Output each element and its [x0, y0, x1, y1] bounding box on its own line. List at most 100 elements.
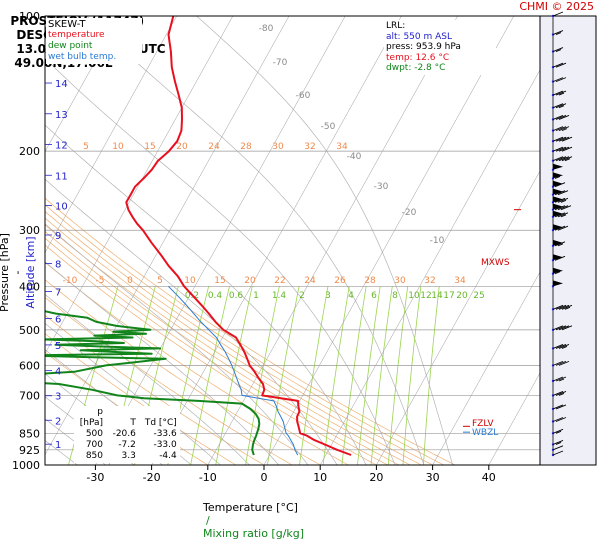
mixing-ratio-line [267, 286, 300, 465]
wind-barb-flag [561, 156, 573, 162]
x-axis-label-mixing: Mixing ratio [g/kg] [203, 527, 305, 540]
wind-barb-flag [555, 376, 567, 382]
mixing-ratio-label: 3 [325, 291, 331, 301]
x-axis-label-temperature: Temperature [°C] [203, 501, 298, 514]
wind-barb-flag [552, 103, 564, 109]
wind-barb-flag [560, 205, 572, 211]
wind-barb-flag [552, 156, 564, 162]
wind-barb-flag [561, 325, 573, 331]
table-row: 500 -20.6 -33.6 [77, 429, 177, 440]
dewpoint-curve [45, 16, 261, 456]
dry-adiabat-label: 30 [272, 142, 284, 152]
altitude-tick-label: 8 [55, 260, 61, 271]
wind-barb-pennant [553, 203, 563, 210]
lrl-title: LRL: [386, 21, 406, 31]
legend-title: SKEW-T [48, 19, 86, 30]
temperature-tick-label: 10 [313, 471, 327, 484]
wind-barb-flag [558, 146, 570, 152]
wind-barb-flag [558, 360, 570, 366]
isotherm-line [432, 271, 540, 465]
y-axis-label-pressure: Pressure [hPa] [0, 233, 11, 312]
wind-barb-flag [552, 417, 564, 422]
cell-pressure: 500 [85, 429, 103, 439]
temperature-tick-label: 40 [482, 471, 496, 484]
wind-barb-flag [561, 304, 573, 310]
wind-barb-flag [552, 126, 564, 132]
wind-barb-pennant [553, 224, 563, 231]
wind-barb-flag [555, 146, 567, 152]
altitude-tick-label: 11 [55, 171, 68, 182]
cell-dewpoint: -33.0 [153, 440, 177, 450]
dry-adiabat-label: 34 [454, 276, 466, 286]
isotherm-line [376, 170, 540, 465]
temperature-tick-label: 0 [261, 471, 268, 484]
credit: CHMI © 2025 [519, 0, 594, 13]
cell-temp: -7.2 [118, 440, 136, 450]
wind-barb-flag [552, 90, 564, 96]
moist-adiabat-label: -50 [321, 122, 336, 132]
pressure-tick-label: 200 [19, 145, 40, 158]
mixing-ratio-label: 1 [253, 291, 259, 301]
wind-panel [539, 15, 597, 466]
wind-barb-flag [554, 197, 566, 203]
wind-barb-pennant [553, 196, 563, 203]
wind-barb-flag [555, 360, 567, 366]
dry-adiabat-label: 24 [208, 142, 220, 152]
table-row: 700 -7.2 -33.0 [77, 440, 177, 451]
pressure-tick-label: 100 [19, 10, 40, 23]
wind-barb-half [558, 105, 565, 109]
altitude-tick-label: 13 [55, 110, 68, 121]
dry-adiabat-label: 5 [83, 142, 89, 152]
wind-barb-flag [557, 225, 569, 231]
cell-temp: -20.6 [112, 429, 136, 439]
wind-barb-half [555, 430, 562, 434]
moist-adiabat-line [45, 223, 309, 465]
pressure-tick-label: 400 [19, 280, 40, 293]
moist-adiabat-label: -30 [374, 182, 389, 192]
temperature-tick-label: -30 [86, 471, 104, 484]
wind-barb-pennant [553, 210, 563, 217]
dry-adiabat-label: 32 [304, 142, 315, 152]
dry-adiabat-label: 34 [336, 142, 348, 152]
wind-barb-flag [555, 304, 567, 310]
wind-barb-flag [555, 325, 567, 331]
wind-barb-flag [552, 304, 564, 310]
isotherm-line [45, 16, 234, 355]
wind-barb-half [555, 442, 562, 445]
wind-barb-flag [558, 344, 570, 349]
wind-barb-flag [554, 205, 566, 211]
mixing-ratio-label: 14 [431, 291, 443, 301]
mixing-ratio-label: 0.4 [208, 291, 223, 301]
wind-barb-pennant [553, 163, 563, 170]
mixing-ratio-label: 12 [420, 291, 431, 301]
wind-barb-half [561, 128, 568, 132]
wind-barb-half [560, 199, 567, 203]
pressure-tick-label: 925 [19, 444, 40, 457]
pressure-tick-label: 500 [19, 324, 40, 337]
dry-adiabat-label: 24 [304, 276, 316, 286]
wind-barb-half [564, 306, 571, 310]
moist-adiabat-line [45, 261, 280, 465]
isotherm-line [151, 16, 402, 465]
mixing-ratio-line [68, 286, 119, 465]
chart-legend: SKEW-T temperature dew point wet bulb te… [46, 18, 142, 64]
wind-barb-half [564, 158, 571, 162]
dry-adiabat-label: 0 [127, 276, 133, 286]
wind-barb-pennant [553, 172, 563, 179]
altitude-tick-label: 4 [55, 367, 61, 378]
wind-barb-flag [555, 136, 567, 142]
legend-item-temperature: temperature [48, 30, 105, 40]
temperature-tick-label: -10 [199, 471, 217, 484]
mixing-ratio-label: 20 [456, 291, 468, 301]
mixing-ratio-label: 6 [371, 291, 377, 301]
wind-barb-flag [552, 11, 564, 17]
wind-barb-half [558, 92, 565, 96]
dry-adiabat-label: 28 [240, 142, 252, 152]
wind-barb-flag [552, 77, 564, 83]
wind-barb-pennant [553, 280, 563, 287]
moist-adiabat-label: -20 [402, 208, 417, 218]
moist-adiabat-label: -40 [347, 152, 362, 162]
isotherm-line [319, 69, 540, 465]
moist-adiabat-line [86, 16, 425, 465]
dry-adiabat-line [45, 279, 321, 465]
